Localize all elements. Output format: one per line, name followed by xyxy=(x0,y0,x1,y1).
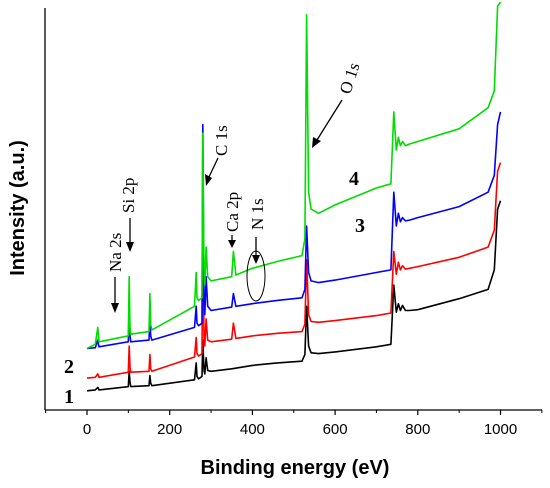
arrow-o1s xyxy=(316,99,343,141)
x-tick-label: 1000 xyxy=(484,421,517,438)
x-axis-label: Binding energy (eV) xyxy=(201,457,390,479)
x-tick-label: 400 xyxy=(240,421,265,438)
x-tick-label: 0 xyxy=(83,421,91,438)
arrowhead-c1s xyxy=(205,174,212,186)
curve-label-2: 2 xyxy=(64,356,74,378)
arrowhead-ca2p xyxy=(228,240,236,248)
arrowhead-na2s xyxy=(111,303,119,313)
arrow-c1s xyxy=(208,157,219,178)
n1s-highlight-ellipse xyxy=(246,250,266,302)
peak-label-o1s: O 1s xyxy=(336,60,364,96)
arrowhead-o1s xyxy=(312,137,321,148)
plot-lines xyxy=(86,1,502,392)
peak-label-n1s: N 1s xyxy=(248,198,267,230)
arrowhead-si2p xyxy=(126,242,134,252)
x-ticks: 0 200 400 600 800 1000 xyxy=(45,410,543,438)
x-tick-label: 800 xyxy=(405,421,430,438)
curve-label-3: 3 xyxy=(355,215,365,237)
peak-label-na2s: Na 2s xyxy=(106,233,125,272)
peak-label-si2p: Si 2p xyxy=(119,178,138,213)
arrowhead-n1s xyxy=(252,255,260,264)
x-tick-label: 200 xyxy=(157,421,182,438)
curve-label-1: 1 xyxy=(64,386,74,408)
series-line-1 xyxy=(86,200,502,392)
peak-label-ca2p: Ca 2p xyxy=(223,192,242,232)
x-tick-label: 600 xyxy=(323,421,348,438)
series-line-3 xyxy=(86,111,502,350)
series-line-2 xyxy=(86,162,502,379)
series-line-4 xyxy=(86,1,502,350)
curve-label-4: 4 xyxy=(349,168,359,190)
y-axis-label: Intensity (a.u.) xyxy=(7,140,29,276)
peak-label-c1s: C 1s xyxy=(212,125,231,156)
